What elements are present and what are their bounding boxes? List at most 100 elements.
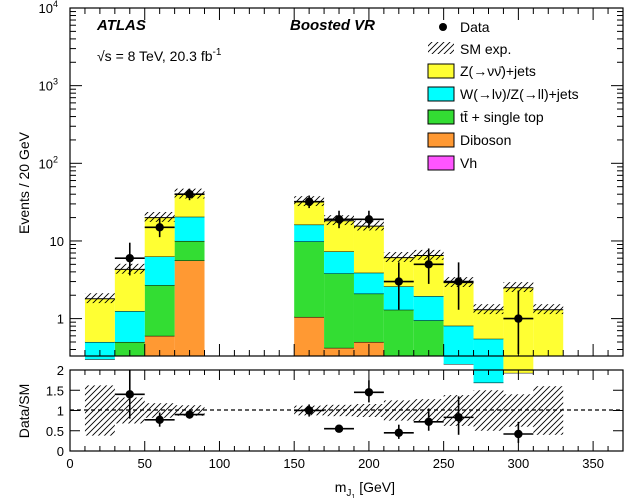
- x-tick-label: 200: [358, 456, 380, 471]
- data-point: [454, 277, 463, 286]
- data-point: [304, 197, 314, 206]
- bar-diboson: [144, 335, 175, 356]
- atlas-label: ATLAS: [96, 17, 146, 34]
- ratio-y-tick-label: 2: [57, 363, 64, 378]
- ratio-points: [114, 370, 534, 443]
- x-tick-label: 250: [433, 456, 455, 471]
- bar-wzjets: [294, 224, 325, 242]
- x-tick-label: 150: [283, 456, 305, 471]
- legend-zjets-label: Z(→νν̄)+jets: [460, 63, 536, 79]
- bar-ttbar: [294, 241, 325, 317]
- data-points: [114, 188, 534, 355]
- main-y-axis-title: Events / 20 GeV: [16, 131, 32, 234]
- legend-wzjets-label: W(→lν)/Z(→ll)+jets: [460, 86, 579, 102]
- sm-band-bin: [473, 304, 504, 315]
- y-tick-label: 1: [57, 312, 64, 327]
- data-point: [394, 277, 404, 286]
- bar-zjets: [533, 309, 564, 356]
- main-frame: [69, 7, 624, 357]
- ratio-panel: 0 0.5 1 1.5 2 0 50 100 150 200 250 300 350: [46, 363, 624, 471]
- region-label: Boosted VR: [290, 17, 375, 34]
- ratio-y-tick-label: 1: [57, 404, 64, 419]
- legend-sm: SM exp.: [428, 41, 511, 57]
- x-axis-title: mJ1 [GeV]: [335, 479, 395, 498]
- bar-wzjets: [174, 216, 205, 241]
- legend-ttbar-label: tt̄ + single top: [460, 109, 544, 125]
- bar-wzjets: [144, 256, 175, 286]
- main-ticks: 1 10 102 103 104: [39, 0, 624, 356]
- bar-ttbar: [383, 309, 414, 356]
- bar-wzjets: [413, 296, 444, 321]
- ratio-band-bin: [144, 403, 175, 418]
- bar-ttbar: [114, 341, 145, 356]
- bar-wzjets: [114, 311, 145, 342]
- legend-vh-label: Vh: [460, 155, 477, 171]
- legend: Data SM exp. Z(→νν̄)+jets W(→lν)/Z(→ll)+…: [427, 19, 579, 171]
- sm-band-bin: [84, 293, 115, 304]
- legend-sm-label: SM exp.: [460, 41, 511, 57]
- ratio-point: [125, 390, 134, 399]
- legend-data-label: Data: [460, 19, 490, 35]
- legend-vh: Vh: [427, 155, 477, 171]
- y-tick-label: 103: [39, 77, 58, 94]
- bar-ttbar: [144, 285, 175, 336]
- ratio-ticks: 0 0.5 1 1.5 2 0 50 100 150 200 250 300 350: [46, 363, 624, 471]
- ratio-band-bin: [383, 400, 414, 421]
- stacked-histogram: [84, 193, 564, 384]
- ratio-y-axis-title: Data/SM: [16, 384, 32, 438]
- y-tick-label: 104: [39, 0, 58, 16]
- bar-ttbar: [174, 240, 205, 261]
- sm-band-bin: [144, 212, 175, 222]
- vh-swatch-icon: [427, 155, 455, 171]
- data-marker-icon: [439, 23, 447, 31]
- data-point: [514, 314, 523, 323]
- y-tick-label: 10: [50, 234, 64, 249]
- bar-zjets: [174, 194, 205, 217]
- zjets-swatch-icon: [427, 63, 455, 79]
- legend-ttbar: tt̄ + single top: [427, 109, 544, 125]
- x-tick-label: 350: [582, 456, 604, 471]
- data-point: [155, 223, 164, 232]
- ratio-y-tick-label: 0: [57, 444, 64, 459]
- data-point: [424, 260, 433, 269]
- bar-wzjets: [353, 272, 384, 294]
- ttbar-swatch-icon: [427, 109, 455, 125]
- sm-band-bin: [533, 304, 564, 315]
- bar-zjets: [294, 201, 325, 225]
- ratio-point: [364, 388, 374, 397]
- x-tick-label: 0: [66, 456, 73, 471]
- x-tick-label: 100: [209, 456, 231, 471]
- bar-ttbar: [353, 293, 384, 342]
- bar-diboson: [174, 260, 205, 356]
- ratio-point: [424, 417, 433, 427]
- bar-diboson: [294, 316, 325, 356]
- ratio-point: [394, 428, 404, 437]
- legend-wzjets: W(→lν)/Z(→ll)+jets: [427, 86, 579, 102]
- bar-zjets: [473, 309, 504, 339]
- legend-diboson-label: Diboson: [460, 132, 511, 148]
- bar-wzjets: [324, 251, 354, 274]
- y-tick-label: 102: [39, 154, 58, 171]
- data-point: [125, 253, 134, 263]
- bar-wzjets: [473, 338, 504, 383]
- legend-diboson: Diboson: [427, 132, 511, 148]
- x-tick-label: 50: [137, 456, 151, 471]
- ratio-band-bin: [353, 404, 384, 417]
- ratio-point: [155, 415, 164, 425]
- hatch-swatch-icon: [428, 42, 454, 54]
- x-tick-label: 300: [508, 456, 530, 471]
- data-point: [334, 215, 344, 224]
- ratio-point: [334, 424, 344, 433]
- main-panel: 1 10 102 103 104: [39, 0, 624, 384]
- data-point: [364, 215, 374, 224]
- ratio-y-tick-label: 0.5: [46, 424, 64, 439]
- ratio-point: [185, 410, 194, 419]
- legend-zjets: Z(→νν̄)+jets: [427, 63, 536, 79]
- bar-wzjets: [443, 325, 474, 365]
- sm-band-bin: [503, 282, 534, 293]
- diboson-swatch-icon: [427, 132, 455, 148]
- wzjets-swatch-icon: [427, 86, 455, 102]
- ratio-point: [304, 406, 314, 415]
- bar-zjets: [353, 226, 384, 273]
